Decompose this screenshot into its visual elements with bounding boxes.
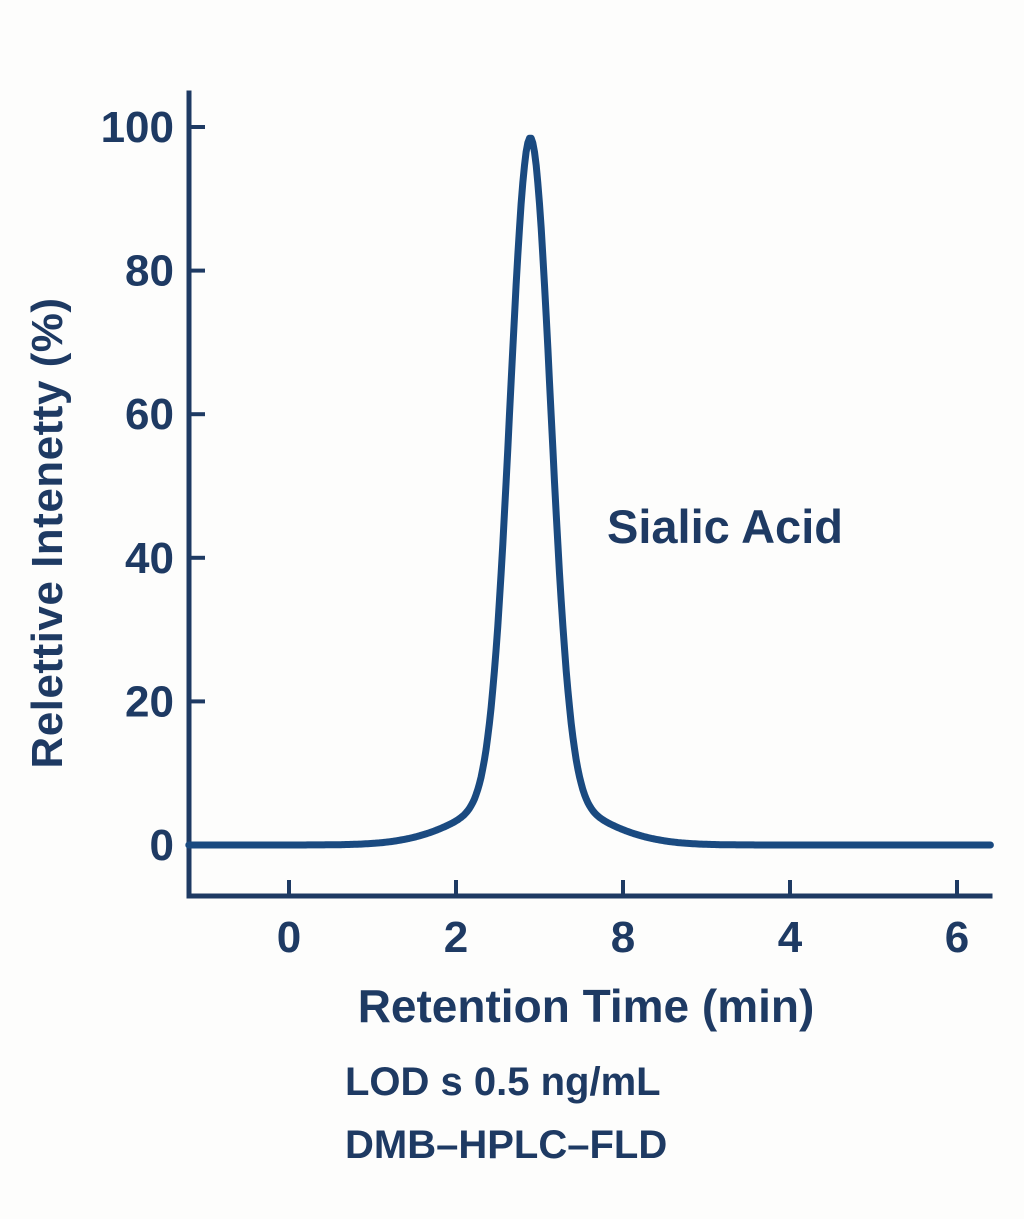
annotation-lod: LOD s 0.5 ng/mL (345, 1060, 661, 1104)
y-tick-label: 60 (125, 390, 174, 439)
y-axis-ticks: 0 20 40 60 80 100 (101, 103, 205, 870)
x-axis-title: Retention Time (min) (358, 980, 815, 1032)
x-tick-label: 8 (611, 913, 635, 962)
y-tick-label: 20 (125, 677, 174, 726)
y-tick-label: 40 (125, 534, 174, 583)
x-axis-ticks: 0 2 8 4 6 (277, 880, 969, 962)
y-tick-label: 80 (125, 247, 174, 296)
y-tick-label: 0 (150, 821, 174, 870)
x-tick-label: 4 (778, 913, 803, 962)
axes (186, 90, 993, 899)
y-tick-label: 100 (101, 103, 174, 152)
y-axis-title: Relettive Intenetty (%) (23, 297, 72, 768)
x-tick-label: 2 (444, 913, 468, 962)
peak-label: Sialic Acid (607, 500, 843, 553)
x-tick-label: 6 (945, 913, 969, 962)
annotation-method: DMB–HPLC–FLD (345, 1123, 667, 1167)
x-tick-label: 0 (277, 913, 301, 962)
signal-trace (185, 134, 994, 849)
